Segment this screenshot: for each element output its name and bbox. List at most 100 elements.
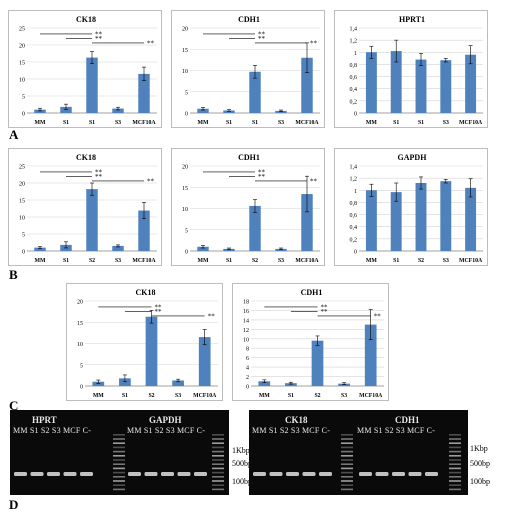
x-tick-label: S2 <box>252 258 258 264</box>
bar <box>301 57 313 113</box>
y-tick-label: 5 <box>185 228 188 234</box>
pcr-band <box>144 472 158 476</box>
ladder-band <box>212 480 224 482</box>
x-tick-label: S3 <box>115 258 121 264</box>
y-tick-label: 0,6 <box>350 213 358 219</box>
chart-title: CK18 <box>76 15 96 24</box>
significance-label: ** <box>374 312 382 320</box>
bar <box>86 57 98 113</box>
x-tick-label: S1 <box>226 120 232 126</box>
y-tick-label: 18 <box>243 300 249 306</box>
chart-title: HPRT1 <box>399 15 425 24</box>
size-markers-left: 1Kbp 500bp 100bp <box>232 410 272 495</box>
pcr-band <box>286 472 299 476</box>
pcr-band <box>80 472 93 476</box>
ladder-band <box>212 488 224 491</box>
y-tick-label: 5 <box>80 363 83 369</box>
y-tick-label: 0 <box>185 250 188 256</box>
x-tick-label: S2 <box>314 393 320 399</box>
y-tick-label: 0 <box>354 250 357 256</box>
pcr-band <box>302 472 316 476</box>
ladder-band <box>113 459 125 461</box>
significance-label: ** <box>321 303 329 311</box>
bar <box>34 109 46 113</box>
chart-title: CDH1 <box>238 15 260 24</box>
ladder-band <box>449 467 461 470</box>
bar <box>415 183 427 251</box>
size-markers-right: 1Kbp 500bp 100bp <box>470 410 508 495</box>
ladder-band <box>341 471 353 474</box>
ladder-band <box>113 463 125 465</box>
ladder-band <box>212 467 224 470</box>
y-tick-label: 0,6 <box>350 75 358 81</box>
significance-label: ** <box>147 177 155 185</box>
x-tick-label: S1 <box>63 258 69 264</box>
bar <box>138 210 150 251</box>
x-tick-label: MM <box>198 258 209 264</box>
y-tick-label: 1,2 <box>350 177 358 183</box>
significance-label: ** <box>310 39 318 47</box>
bar <box>249 71 261 113</box>
y-tick-label: 0,2 <box>350 237 358 243</box>
x-tick-label: MCF10A <box>459 120 483 126</box>
y-tick-label: 0 <box>22 250 25 256</box>
pcr-band <box>47 472 60 476</box>
ladder-band <box>113 438 125 440</box>
y-tick-label: 15 <box>77 321 83 327</box>
x-tick-label: S3 <box>278 258 284 264</box>
ladder-band <box>341 476 353 478</box>
gel-lanes-cdh1: MM S1 S2 S3 MCF C- <box>357 426 436 435</box>
pcr-band <box>408 472 422 476</box>
y-tick-label: 0,4 <box>350 225 358 231</box>
chart-title: CK18 <box>76 153 96 162</box>
bar <box>415 59 427 113</box>
bar <box>365 190 377 251</box>
gel-lanes-ck18: MM S1 S2 S3 MCF C- <box>252 426 331 435</box>
size-marker-100bp: 100bp <box>470 477 490 486</box>
bar <box>34 247 46 251</box>
significance-label: ** <box>208 312 216 320</box>
x-tick-label: MCF10A <box>295 120 319 126</box>
y-tick-label: 0,2 <box>350 99 358 105</box>
bar <box>301 194 313 251</box>
bar <box>112 108 124 113</box>
panel-label-d: D <box>9 497 19 512</box>
y-tick-label: 15 <box>182 48 188 54</box>
bar <box>112 245 124 251</box>
bar <box>198 337 211 386</box>
y-tick-label: 0 <box>354 112 357 118</box>
y-tick-label: 20 <box>182 27 188 33</box>
significance-label: ** <box>258 35 266 43</box>
y-tick-label: 15 <box>19 61 25 67</box>
x-tick-label: S2 <box>89 258 95 264</box>
size-marker-500bp: 500bp <box>470 459 490 468</box>
bar <box>440 60 452 113</box>
bar <box>364 324 377 386</box>
bar <box>197 246 209 251</box>
y-tick-label: 14 <box>243 318 249 324</box>
gel-title-ck18: CK18 <box>285 415 308 425</box>
bar <box>172 380 184 386</box>
x-tick-label: S1 <box>252 120 258 126</box>
x-tick-label: S1 <box>63 120 69 126</box>
chart-a-cdh1: CDH1 0 5 10 15 20 MM S1 S1 S3 MCF10A ** ** ** <box>171 10 325 128</box>
y-tick-label: 20 <box>19 44 25 50</box>
pcr-band <box>392 472 405 476</box>
chart-title: GAPDH <box>398 153 428 162</box>
significance-label: ** <box>258 30 266 38</box>
ladder-band <box>449 476 461 478</box>
y-tick-label: 12 <box>243 328 249 334</box>
x-tick-label: S2 <box>418 258 424 264</box>
bar <box>465 54 477 113</box>
ladder-band <box>212 438 224 440</box>
x-tick-label: MCF10A <box>132 258 156 264</box>
bar <box>119 378 131 386</box>
ladder-band <box>449 471 461 474</box>
y-tick-label: 15 <box>19 199 25 205</box>
ladder-band <box>341 480 353 482</box>
ladder-band <box>212 484 224 486</box>
ladder-band <box>113 455 125 457</box>
chart-title: CDH1 <box>301 288 323 297</box>
